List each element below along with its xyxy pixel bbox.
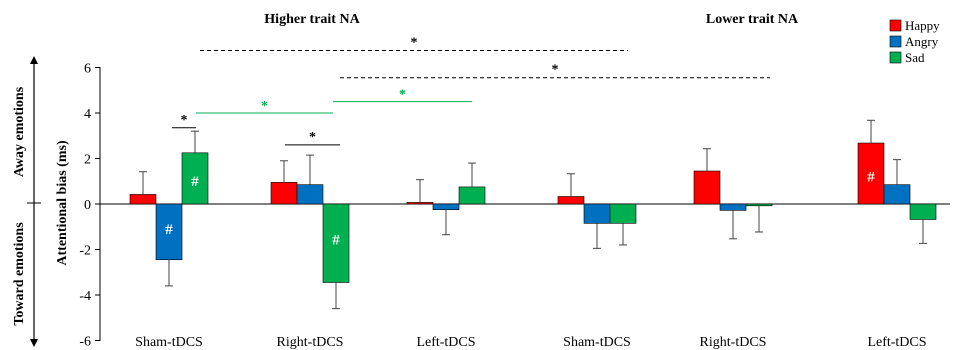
y-tick-label: 6 bbox=[84, 62, 91, 77]
category-label: Left-tDCS bbox=[416, 335, 475, 350]
bar-sad bbox=[745, 203, 773, 207]
y-tick-label: 0 bbox=[84, 198, 91, 213]
category-label: Sham-tDCS bbox=[135, 335, 203, 350]
significance-star: * bbox=[181, 113, 188, 128]
y-tick-label: 4 bbox=[84, 107, 91, 122]
significance-annotations: * * * * * * bbox=[172, 35, 770, 146]
hash-marks: # # # # bbox=[165, 170, 875, 249]
y-tick-label: -4 bbox=[79, 289, 91, 304]
bar-angry bbox=[883, 184, 911, 205]
y-axis-label: Attentional bias (ms) bbox=[55, 140, 70, 266]
category-label: Right-tDCS bbox=[700, 335, 767, 350]
bar-happy bbox=[129, 194, 157, 205]
bar-sad bbox=[322, 203, 350, 283]
category-labels: Sham-tDCS Right-tDCS Left-tDCS Sham-tDCS Rig… bbox=[135, 335, 926, 350]
side-arrow-down-head bbox=[30, 339, 38, 347]
legend-label-angry: Angry bbox=[905, 34, 939, 49]
hash-mark: # bbox=[867, 170, 875, 186]
legend-swatch-angry bbox=[889, 35, 902, 48]
bar-happy bbox=[406, 202, 434, 205]
bar-angry bbox=[432, 203, 460, 210]
legend-swatch-happy bbox=[889, 19, 902, 32]
y-tick-label: -6 bbox=[79, 335, 91, 350]
legend-swatch-sad bbox=[889, 51, 902, 64]
side-annotation: Away emotions Toward emotions bbox=[12, 56, 41, 347]
bars bbox=[129, 142, 937, 283]
bar-angry bbox=[719, 203, 747, 211]
bar-sad bbox=[458, 186, 486, 205]
bar-happy bbox=[270, 182, 298, 205]
y-tick-label: 2 bbox=[84, 153, 91, 168]
hash-mark: # bbox=[332, 232, 340, 248]
side-label-away: Away emotions bbox=[12, 86, 27, 177]
hash-mark: # bbox=[165, 222, 173, 238]
significance-star: * bbox=[309, 130, 316, 145]
bar-happy bbox=[693, 170, 721, 205]
y-ticks: 6 4 2 0 -2 -4 -6 bbox=[79, 62, 100, 350]
y-tick-label: -2 bbox=[79, 244, 91, 259]
legend-label-sad: Sad bbox=[905, 50, 925, 65]
category-label: Sham-tDCS bbox=[563, 335, 631, 350]
bar-angry bbox=[583, 203, 611, 224]
significance-star: * bbox=[399, 88, 406, 103]
significance-star: * bbox=[552, 63, 559, 78]
error-bars bbox=[139, 119, 927, 310]
bar-sad bbox=[609, 203, 637, 224]
hash-mark: # bbox=[191, 174, 199, 190]
side-label-toward: Toward emotions bbox=[12, 222, 27, 326]
panel-title-higher: Higher trait NA bbox=[264, 12, 360, 27]
category-label: Left-tDCS bbox=[867, 335, 926, 350]
bar-happy bbox=[557, 196, 585, 205]
significance-star: * bbox=[411, 35, 418, 50]
bar-angry bbox=[296, 184, 324, 205]
side-arrow-up-head bbox=[30, 56, 38, 64]
significance-star: * bbox=[261, 99, 268, 114]
category-label: Right-tDCS bbox=[277, 335, 344, 350]
bar-sad bbox=[909, 203, 937, 220]
legend-label-happy: Happy bbox=[905, 18, 940, 33]
bar-angry bbox=[155, 203, 183, 261]
panel-title-lower: Lower trait NA bbox=[706, 12, 799, 27]
